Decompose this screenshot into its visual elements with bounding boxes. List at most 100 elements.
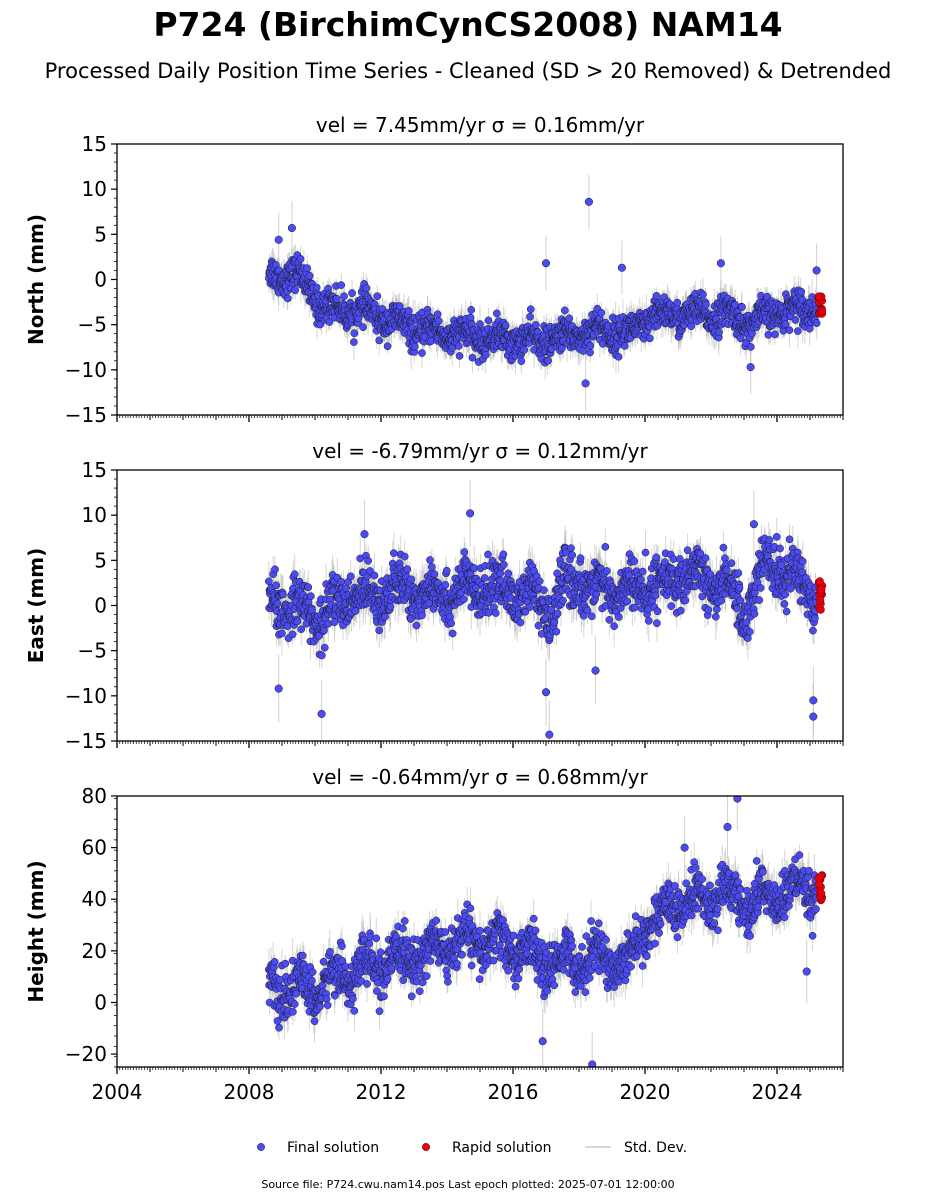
final-point <box>794 327 802 335</box>
final-point <box>812 319 821 328</box>
final-point <box>273 599 282 608</box>
y-tick-label: 10 <box>82 177 107 201</box>
final-point <box>484 316 493 325</box>
x-ticks-north <box>116 415 844 422</box>
final-point-outlier <box>581 379 590 388</box>
panel-title-north: vel = 7.45mm/yr σ = 0.16mm/yr <box>316 113 645 137</box>
final-point <box>278 629 286 638</box>
final-point <box>271 565 279 574</box>
final-solution-points-north <box>264 197 821 388</box>
final-point <box>297 625 306 634</box>
final-point <box>454 342 463 350</box>
y-tick-label: 15 <box>82 132 107 156</box>
final-point <box>687 322 696 331</box>
final-point <box>771 330 779 339</box>
final-point <box>283 294 292 303</box>
figure-subtitle: Processed Daily Position Time Series - C… <box>45 59 892 83</box>
final-point-outlier <box>716 259 725 268</box>
final-point <box>597 308 606 317</box>
final-point-outlier <box>287 223 296 233</box>
final-point <box>373 292 382 301</box>
final-point <box>565 314 574 323</box>
final-point <box>434 317 443 325</box>
final-point <box>544 356 552 365</box>
final-point <box>646 334 654 343</box>
final-point <box>291 286 300 295</box>
final-point <box>272 581 280 590</box>
final-point <box>781 320 790 328</box>
final-point <box>736 334 745 343</box>
final-point <box>265 577 273 586</box>
final-point <box>805 324 814 333</box>
final-point <box>526 312 534 321</box>
final-point <box>362 284 371 292</box>
final-point <box>517 357 526 366</box>
final-point <box>466 313 475 322</box>
final-point-outlier <box>584 197 593 206</box>
final-point <box>652 292 661 300</box>
final-point <box>305 272 314 280</box>
final-point-outlier <box>541 259 551 268</box>
y-ticks-north: −15 −10 −5 0 5 10 15 <box>65 132 117 427</box>
final-point <box>520 345 529 354</box>
rapid-point <box>818 306 827 315</box>
final-point <box>288 630 297 639</box>
final-point <box>747 343 755 351</box>
final-point <box>350 329 359 338</box>
y-axis-label-north: North (mm) <box>24 214 48 345</box>
final-point <box>348 289 356 297</box>
final-point-outlier <box>274 235 283 244</box>
final-solution-points-east <box>265 509 821 739</box>
final-point-outlier <box>617 263 626 272</box>
final-point <box>476 320 484 328</box>
final-point <box>303 264 311 273</box>
final-point <box>290 570 299 579</box>
final-point <box>715 328 723 337</box>
final-point <box>404 306 413 315</box>
rapid-point <box>814 292 823 301</box>
final-point <box>501 321 510 330</box>
final-point <box>614 352 623 361</box>
axes-frame-north <box>116 143 844 416</box>
final-point <box>312 283 321 292</box>
final-point-outlier <box>746 363 755 372</box>
final-point <box>738 303 746 311</box>
final-point <box>699 290 707 299</box>
data-layer-east <box>265 479 827 741</box>
final-point <box>350 338 358 346</box>
final-point <box>337 281 346 289</box>
final-point <box>467 306 476 314</box>
final-point <box>526 305 535 314</box>
final-point <box>332 294 341 303</box>
y-tick-label: 5 <box>94 222 107 246</box>
y-tick-label: −15 <box>65 403 107 427</box>
final-point <box>279 590 287 599</box>
final-point <box>785 326 794 334</box>
final-point <box>296 255 305 263</box>
final-point <box>481 350 490 359</box>
final-point <box>395 302 404 310</box>
final-point <box>492 309 501 318</box>
final-point <box>293 617 302 626</box>
y-tick-label: −10 <box>65 358 107 382</box>
final-point-outlier <box>812 266 821 275</box>
figure-title: P724 (BirchimCynCS2008) NAM14 <box>153 5 782 44</box>
final-point <box>468 353 477 362</box>
final-point <box>586 348 594 357</box>
final-point <box>797 287 806 296</box>
final-point <box>673 298 682 307</box>
final-point <box>325 318 334 326</box>
final-point <box>359 323 367 332</box>
final-point <box>791 316 800 324</box>
final-point <box>383 342 392 351</box>
rapid-solution-points-north <box>814 292 827 318</box>
final-point <box>620 342 629 350</box>
final-point <box>433 310 442 319</box>
final-point <box>560 306 569 315</box>
y-tick-label: 0 <box>94 268 107 292</box>
final-point <box>532 321 540 329</box>
